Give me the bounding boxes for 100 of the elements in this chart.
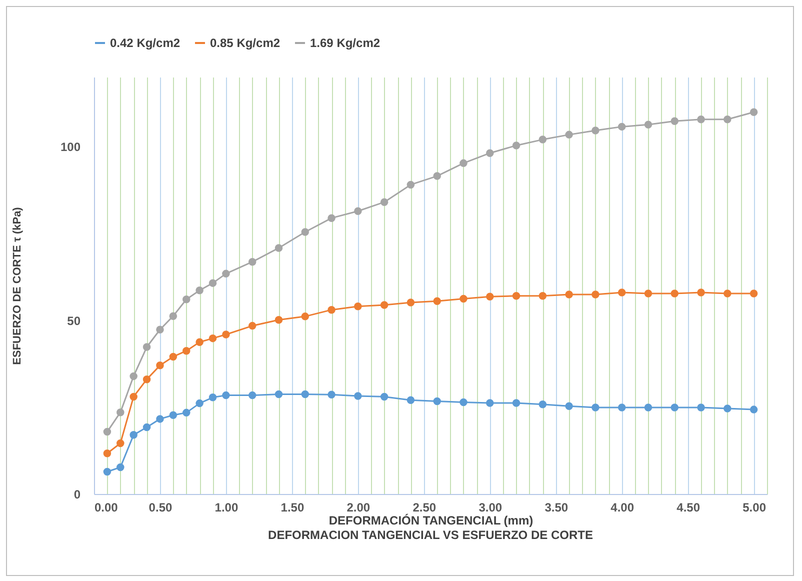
legend-label: 0.85 Kg/cm2 xyxy=(210,36,280,50)
point xyxy=(196,338,204,346)
point xyxy=(328,390,336,398)
point xyxy=(406,180,415,189)
y-tick-label: 100 xyxy=(60,140,81,154)
point xyxy=(130,392,138,401)
point xyxy=(750,406,758,414)
text: DEFORMACION TANGENCIAL VS ESFUERZO DE CORTE xyxy=(268,528,593,542)
point xyxy=(618,122,626,131)
point xyxy=(354,392,362,400)
x-tick-label: 1.50 xyxy=(280,500,304,514)
point xyxy=(196,286,204,294)
point xyxy=(644,290,652,298)
point xyxy=(644,404,652,412)
point xyxy=(697,116,705,124)
point xyxy=(724,290,732,298)
point xyxy=(512,292,520,300)
legend-label: 1.69 Kg/cm2 xyxy=(310,36,380,50)
point xyxy=(274,390,283,398)
point xyxy=(670,290,678,298)
point xyxy=(274,316,283,324)
x-tick-label: 0.50 xyxy=(148,500,172,514)
point xyxy=(248,391,256,400)
point xyxy=(433,172,441,180)
x-tick-label: 2.50 xyxy=(412,500,436,514)
point xyxy=(182,408,190,417)
point xyxy=(328,214,336,222)
point xyxy=(380,301,388,309)
point xyxy=(724,404,732,412)
point xyxy=(670,117,678,125)
point xyxy=(182,296,190,304)
point xyxy=(486,399,494,407)
point xyxy=(208,279,217,287)
y-axis-title: ESFUERZO DE CORTE τ (kPa) xyxy=(11,206,24,365)
point xyxy=(130,372,138,380)
point xyxy=(222,270,230,278)
point xyxy=(142,375,151,384)
point xyxy=(460,159,468,168)
point xyxy=(354,302,362,310)
point xyxy=(274,244,283,252)
point xyxy=(103,428,112,436)
point xyxy=(750,290,758,298)
point xyxy=(301,228,310,236)
point xyxy=(169,411,178,419)
point xyxy=(592,126,600,134)
point xyxy=(460,294,468,303)
point xyxy=(248,322,256,330)
point xyxy=(406,396,415,404)
point xyxy=(538,400,547,408)
point xyxy=(486,149,494,157)
point xyxy=(248,258,256,266)
point xyxy=(208,334,217,342)
point xyxy=(565,402,573,410)
point xyxy=(380,392,388,401)
point xyxy=(433,397,441,406)
y-tick-label: 50 xyxy=(67,314,81,328)
point xyxy=(116,463,124,472)
point xyxy=(433,297,441,306)
x-tick-label: 5.00 xyxy=(742,500,766,514)
point xyxy=(750,108,758,116)
point xyxy=(354,207,362,215)
point xyxy=(512,142,520,150)
point xyxy=(486,292,494,300)
point xyxy=(697,404,705,412)
legend-label: 0.42 Kg/cm2 xyxy=(110,36,180,50)
point xyxy=(222,330,230,338)
point xyxy=(460,398,468,406)
point xyxy=(116,408,124,416)
x-tick-label: 3.00 xyxy=(478,500,502,514)
x-tick-label: 1.00 xyxy=(214,500,238,514)
x-axis-title: DEFORMACIÓN TANGENCIAL (mm) xyxy=(328,514,534,528)
point xyxy=(644,120,652,128)
point xyxy=(196,399,204,408)
point xyxy=(618,288,626,296)
point xyxy=(697,288,705,296)
point xyxy=(130,431,138,439)
point xyxy=(182,346,190,355)
point xyxy=(592,290,600,298)
point xyxy=(103,468,112,476)
x-tick-label: 4.50 xyxy=(676,500,700,514)
point xyxy=(328,306,336,314)
point xyxy=(565,130,573,139)
x-tick-label: 3.50 xyxy=(544,500,568,514)
point xyxy=(592,404,600,412)
point xyxy=(142,343,151,351)
point xyxy=(169,312,178,320)
x-tick-label: 0.00 xyxy=(94,500,118,514)
point xyxy=(156,326,164,334)
point xyxy=(208,394,217,402)
point xyxy=(618,404,626,412)
point xyxy=(103,449,112,458)
point xyxy=(156,415,164,423)
x-tick-label: 4.00 xyxy=(610,500,634,514)
point xyxy=(538,292,547,300)
point xyxy=(380,198,388,206)
point xyxy=(301,312,310,320)
point xyxy=(512,399,520,407)
point xyxy=(169,352,178,361)
point xyxy=(724,116,732,124)
point xyxy=(116,439,124,448)
